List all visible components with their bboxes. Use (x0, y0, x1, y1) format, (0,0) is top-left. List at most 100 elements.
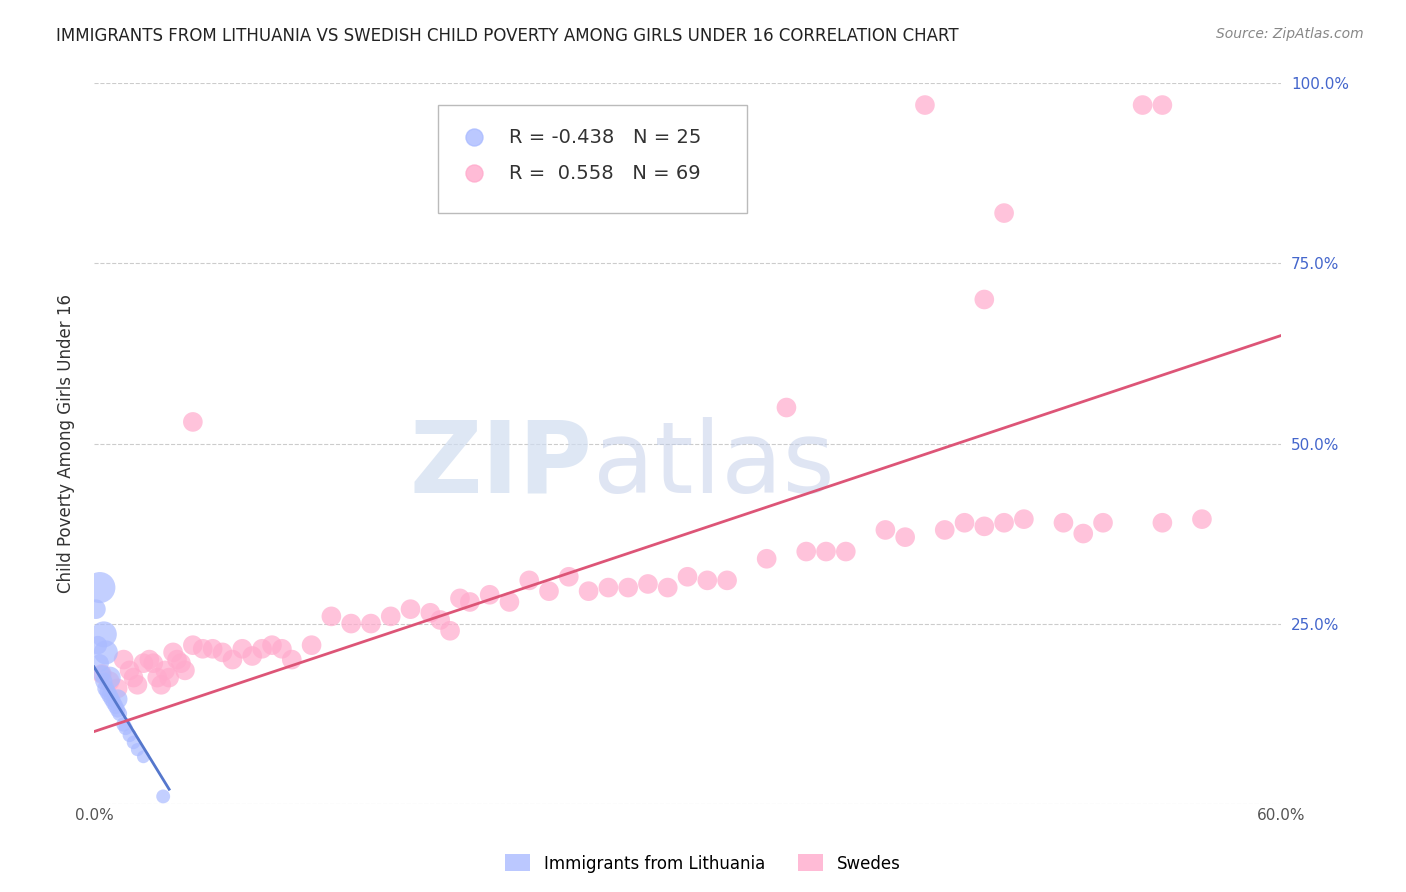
Point (112, 652, 135, 666)
Point (153, 664, 176, 678)
Point (104, 699, 127, 714)
Point (90, 667, 112, 681)
Legend: Immigrants from Lithuania, Swedes: Immigrants from Lithuania, Swedes (499, 847, 907, 880)
Point (301, 638, 323, 652)
Point (162, 645, 184, 659)
Point (1012, 512, 1035, 526)
Point (270, 641, 292, 656)
Point (174, 664, 197, 678)
Point (84, 602, 107, 616)
Y-axis label: Child Poverty Among Girls Under 16: Child Poverty Among Girls Under 16 (58, 294, 75, 593)
Point (150, 678, 173, 692)
Point (419, 606, 441, 620)
Point (122, 735, 145, 749)
Point (107, 681, 129, 696)
Text: R =  0.558   N = 69: R = 0.558 N = 69 (509, 164, 702, 183)
Point (152, 789, 174, 804)
Point (112, 717, 135, 731)
Point (716, 574, 738, 588)
Point (107, 692, 129, 706)
Point (1152, 516, 1174, 530)
FancyBboxPatch shape (439, 105, 747, 213)
Point (716, 130, 738, 145)
Point (399, 602, 422, 616)
Text: R = -0.438   N = 25: R = -0.438 N = 25 (509, 128, 702, 147)
Point (1092, 516, 1115, 530)
Point (1132, 98, 1154, 112)
Point (94, 645, 117, 659)
Point (89, 581, 111, 595)
Point (250, 641, 273, 656)
Point (894, 530, 917, 544)
Point (478, 588, 501, 602)
Point (127, 742, 149, 756)
Point (181, 415, 204, 429)
Point (755, 551, 778, 566)
Point (100, 692, 122, 706)
Text: Source: ZipAtlas.com: Source: ZipAtlas.com (1216, 27, 1364, 41)
Point (146, 671, 169, 685)
Point (97, 685, 120, 699)
Text: ZIP: ZIP (409, 417, 592, 514)
Point (617, 581, 640, 595)
Point (211, 645, 233, 659)
Point (993, 516, 1015, 530)
Point (89, 656, 111, 670)
Point (1152, 98, 1174, 112)
Point (90, 667, 112, 681)
Point (231, 641, 253, 656)
Point (578, 584, 600, 599)
Point (517, 574, 540, 588)
Point (875, 523, 897, 537)
Point (98, 674, 121, 689)
Point (132, 656, 155, 670)
Point (103, 696, 125, 710)
Point (676, 570, 699, 584)
Text: IMMIGRANTS FROM LITHUANIA VS SWEDISH CHILD POVERTY AMONG GIRLS UNDER 16 CORRELAT: IMMIGRANTS FROM LITHUANIA VS SWEDISH CHI… (56, 27, 959, 45)
Point (281, 652, 304, 666)
Point (973, 519, 995, 533)
Point (94, 681, 117, 696)
Point (993, 206, 1015, 220)
Point (835, 544, 858, 558)
Point (127, 678, 149, 692)
Point (166, 652, 188, 666)
Point (321, 609, 343, 624)
Point (716, 166, 738, 180)
Point (108, 706, 131, 721)
Point (637, 577, 659, 591)
Point (98, 671, 121, 685)
Point (240, 648, 263, 663)
Point (814, 544, 837, 558)
Point (191, 641, 214, 656)
Point (953, 516, 976, 530)
Point (132, 749, 155, 764)
Point (138, 652, 160, 666)
Point (170, 656, 193, 670)
Point (221, 652, 243, 666)
Point (201, 641, 224, 656)
Point (657, 581, 679, 595)
Point (914, 98, 936, 112)
Point (98, 689, 121, 703)
Point (380, 609, 402, 624)
Point (118, 728, 141, 742)
Point (537, 584, 560, 599)
Point (498, 595, 520, 609)
Point (429, 613, 451, 627)
Point (558, 570, 581, 584)
Point (934, 523, 956, 537)
Point (696, 574, 718, 588)
Point (181, 638, 204, 652)
Point (340, 616, 363, 631)
Point (1052, 516, 1074, 530)
Point (122, 671, 145, 685)
Point (142, 656, 165, 670)
Point (598, 581, 620, 595)
Point (439, 624, 461, 638)
Point (1071, 526, 1094, 541)
Text: atlas: atlas (592, 417, 834, 514)
Point (87, 638, 110, 652)
Point (260, 638, 283, 652)
Point (93, 627, 115, 641)
